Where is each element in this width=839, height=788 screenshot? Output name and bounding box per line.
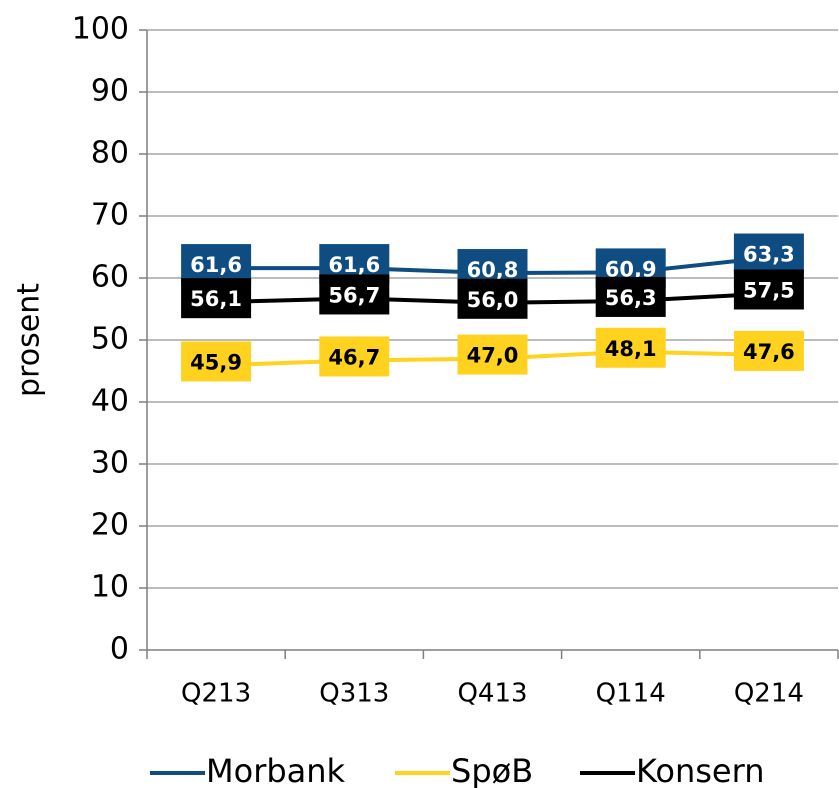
y-tick-label: 70 (91, 198, 129, 233)
data-label-box (457, 334, 528, 375)
data-label: 56,7 (328, 283, 380, 307)
data-label: 56,3 (605, 286, 657, 310)
x-tick-label: Q114 (596, 679, 666, 709)
data-label: 56,0 (467, 288, 519, 312)
y-tick-label: 40 (91, 384, 129, 419)
y-tick-label: 0 (110, 632, 129, 667)
data-label: 47,0 (467, 344, 519, 368)
data-label: 46,7 (328, 345, 380, 369)
data-label-box (595, 327, 666, 368)
data-label-box (595, 276, 666, 317)
data-label: 61,6 (328, 253, 380, 277)
x-tick-label: Q313 (319, 679, 389, 709)
y-tick-label: 10 (91, 570, 129, 605)
y-tick-label: 100 (72, 12, 129, 47)
data-label-box (181, 244, 252, 285)
data-label: 57,5 (743, 279, 795, 303)
x-tick-label: Q413 (457, 679, 527, 709)
data-label-box (733, 330, 804, 371)
legend-label: SpøB (451, 752, 533, 788)
data-label: 56,1 (190, 287, 242, 311)
y-tick-label: 90 (91, 74, 129, 109)
y-tick-label: 20 (91, 508, 129, 543)
x-tick-label: Q214 (734, 679, 804, 709)
data-label: 47,6 (743, 340, 795, 364)
data-label-box (319, 336, 390, 377)
data-label: 45,9 (190, 350, 242, 374)
legend-label: Konsern (636, 752, 764, 788)
data-label: 61,6 (190, 253, 242, 277)
y-axis-label: prosent (12, 283, 47, 397)
y-tick-label: 50 (91, 322, 129, 357)
data-label-box (733, 269, 804, 310)
y-tick-label: 80 (91, 136, 129, 171)
data-label: 60,8 (467, 258, 519, 282)
legend-label: Morbank (206, 752, 346, 788)
data-label: 48,1 (605, 337, 657, 361)
data-label: 63,3 (743, 243, 795, 267)
data-label-box (733, 233, 804, 274)
y-tick-label: 60 (91, 260, 129, 295)
data-label-box (181, 278, 252, 319)
y-tick-label: 30 (91, 446, 129, 481)
data-label-box (319, 274, 390, 315)
data-label-box (457, 278, 528, 319)
data-label-box (181, 341, 252, 382)
x-tick-label: Q213 (181, 679, 251, 709)
